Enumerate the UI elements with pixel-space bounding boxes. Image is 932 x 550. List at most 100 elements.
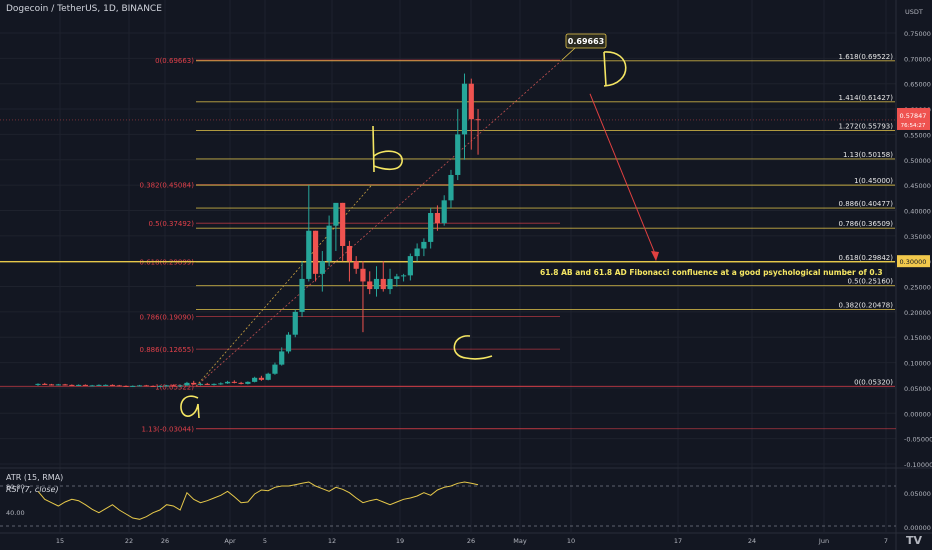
wave-a-mark bbox=[180, 395, 200, 419]
projection-arrow bbox=[589, 93, 657, 257]
candle-body bbox=[285, 334, 292, 352]
chart-title: Dogecoin / TetherUS, 1D, BINANCE bbox=[6, 4, 162, 14]
fib-left-label: 0.5(0.37492) bbox=[148, 220, 194, 228]
fib-right-label: 1.618(0.69522) bbox=[839, 53, 894, 61]
fib-right-label: 1.272(0.55793) bbox=[839, 122, 894, 130]
current-price-badge bbox=[897, 107, 930, 130]
candle-body bbox=[333, 202, 339, 226]
time-axis-tick: 5 bbox=[263, 537, 267, 545]
candle-body bbox=[414, 248, 420, 257]
current-price-countdown: 76:54:27 bbox=[901, 123, 926, 129]
fib-right-label: 0.618(0.29842) bbox=[839, 254, 894, 262]
candle-body bbox=[123, 385, 129, 387]
peak-label: 0.69663 bbox=[568, 37, 604, 46]
tradingview-logo-icon[interactable]: TV bbox=[906, 534, 923, 547]
candle-body bbox=[448, 174, 454, 201]
fib-right-label: 0.382(0.20478) bbox=[839, 301, 894, 309]
candle-body bbox=[218, 383, 224, 385]
candle-body bbox=[367, 281, 373, 290]
candle-body bbox=[184, 382, 190, 386]
candle-body bbox=[468, 83, 474, 120]
time-axis-tick: 26 bbox=[467, 537, 475, 545]
candle-body bbox=[164, 385, 170, 387]
fib-left-label: 1.13(-0.03044) bbox=[141, 426, 194, 434]
rsi-line bbox=[37, 481, 479, 520]
atr-axis-tick: 0.00000 bbox=[904, 524, 931, 532]
candle-body bbox=[76, 384, 82, 386]
candle-body bbox=[116, 385, 122, 387]
candle-body bbox=[130, 385, 136, 387]
fib-right-label: 0.786(0.36509) bbox=[839, 220, 894, 228]
candle-body bbox=[326, 225, 332, 262]
time-axis-tick: 19 bbox=[396, 537, 404, 545]
candle-body bbox=[279, 351, 285, 365]
fib-left-label: 0.618(0.29899) bbox=[140, 259, 195, 267]
candle-body bbox=[211, 383, 217, 385]
price-axis-tick: 0.75000 bbox=[904, 30, 931, 38]
candle-body bbox=[394, 276, 400, 279]
price-axis-tick: 0.45000 bbox=[904, 182, 931, 190]
fib-left-label: 1(0.05322) bbox=[155, 383, 194, 391]
fib-right-label: 1.13(0.50158) bbox=[843, 151, 893, 159]
peak-label-pointer bbox=[561, 47, 576, 61]
time-axis-tick: 26 bbox=[161, 537, 169, 545]
candle-body bbox=[69, 384, 75, 386]
candle-body bbox=[143, 385, 149, 387]
candle-body bbox=[360, 268, 366, 282]
price-axis-tick: 0.35000 bbox=[904, 233, 931, 241]
price-axis-tick: -0.05000 bbox=[904, 436, 932, 444]
candle-body bbox=[265, 373, 271, 380]
candle-body bbox=[150, 385, 156, 387]
time-axis-tick: 22 bbox=[125, 537, 133, 545]
candle-body bbox=[475, 119, 481, 121]
price-axis-tick: 0.55000 bbox=[904, 131, 931, 139]
candle-body bbox=[380, 278, 386, 290]
time-axis-tick: 10 bbox=[567, 537, 575, 545]
time-axis-tick: 15 bbox=[56, 537, 64, 545]
candle-body bbox=[434, 213, 441, 224]
candle-body bbox=[373, 278, 380, 290]
candle-body bbox=[177, 385, 183, 387]
current-price-value: 0.57847 bbox=[900, 112, 927, 120]
atr-indicator-label[interactable]: ATR (15, RMA) bbox=[6, 473, 64, 482]
price-axis-tick: 0.00000 bbox=[904, 410, 931, 418]
candle-body bbox=[55, 384, 61, 386]
price-axis-tick: 0.25000 bbox=[904, 284, 931, 292]
projection-arrowhead-icon bbox=[651, 251, 659, 262]
fib-left-label: 0.786(0.19090) bbox=[140, 313, 195, 321]
candle-body bbox=[461, 83, 468, 135]
wave-d-mark bbox=[603, 51, 627, 87]
time-axis-tick: 17 bbox=[674, 537, 682, 545]
price-axis-tick: 0.10000 bbox=[904, 360, 931, 368]
candle-body bbox=[340, 202, 346, 246]
candle-body bbox=[35, 383, 41, 385]
wave-c-mark bbox=[453, 335, 493, 360]
candle-body bbox=[238, 382, 244, 384]
candle-body bbox=[299, 278, 305, 312]
candle-body bbox=[407, 256, 413, 276]
candle-body bbox=[109, 384, 116, 386]
candle-body bbox=[89, 385, 95, 387]
candle-body bbox=[428, 213, 434, 242]
time-axis-tick: 12 bbox=[328, 537, 336, 545]
time-axis-tick: Apr bbox=[224, 537, 236, 545]
candle-body bbox=[170, 385, 176, 387]
ref-level-value: 0.30000 bbox=[900, 258, 927, 266]
candle-body bbox=[455, 134, 461, 175]
candle-body bbox=[252, 377, 258, 382]
price-axis-tick: 0.65000 bbox=[904, 81, 931, 89]
candle-body bbox=[319, 261, 325, 274]
ab-trend-line bbox=[195, 184, 373, 387]
time-axis-tick: 24 bbox=[748, 537, 756, 545]
price-axis-tick: 0.70000 bbox=[904, 55, 931, 63]
price-axis-tick: 0.05000 bbox=[904, 385, 931, 393]
fib-left-label: 0(0.69663) bbox=[155, 57, 194, 65]
candle-body bbox=[42, 383, 48, 385]
atr-axis-tick: 0.05000 bbox=[904, 490, 931, 498]
candle-body bbox=[258, 377, 265, 380]
candle-body bbox=[441, 200, 447, 224]
candle-body bbox=[136, 385, 143, 387]
rsi-indicator-label[interactable]: RSI (7, close) bbox=[6, 485, 59, 494]
time-axis-tick: May bbox=[513, 537, 527, 545]
